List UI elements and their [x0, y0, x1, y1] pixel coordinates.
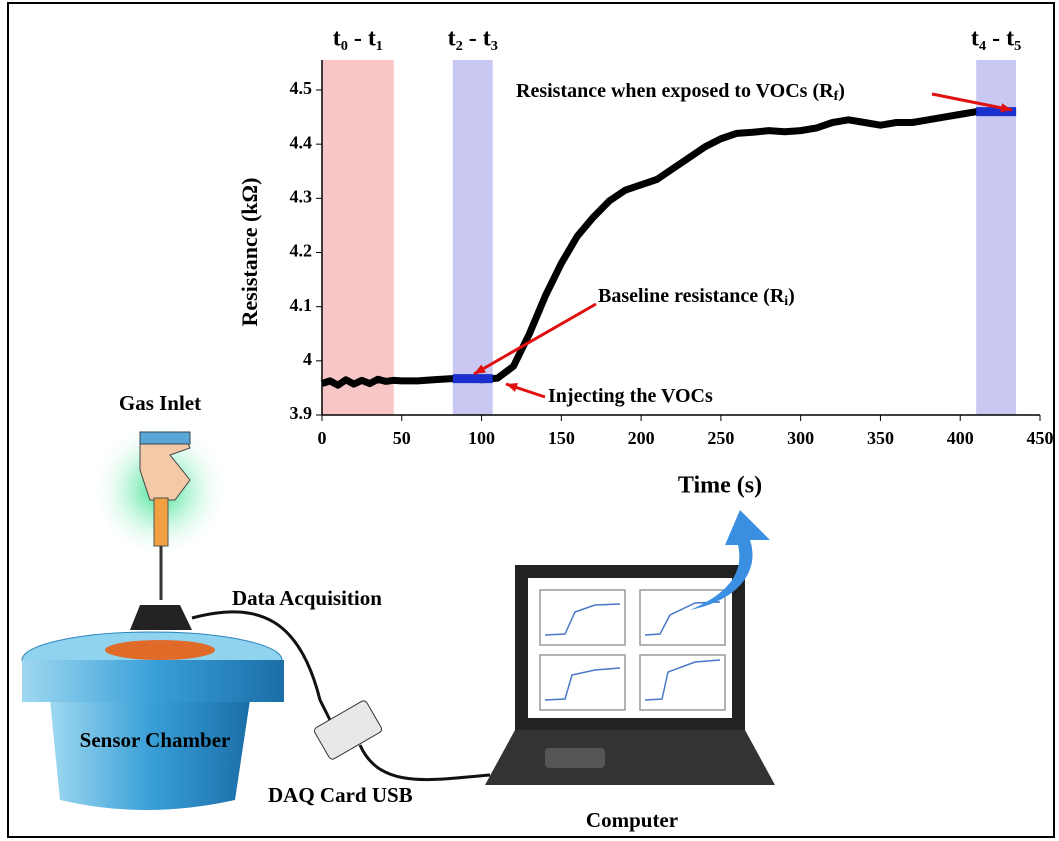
x-tick-label: 450: [1027, 428, 1054, 448]
y-tick-label: 4.3: [290, 186, 313, 206]
band-label: t₀ - t₁: [333, 26, 383, 52]
annotation-text: Injecting the VOCs: [548, 385, 713, 407]
y-tick-label: 3.9: [290, 403, 313, 423]
touchpad: [545, 748, 605, 768]
label: DAQ Card USB: [268, 783, 413, 807]
y-tick-label: 4: [303, 349, 312, 369]
label: Gas Inlet: [119, 391, 201, 415]
annotation-text: Baseline resistance (R: [598, 285, 785, 307]
label: Sensor Chamber: [80, 728, 231, 752]
time-band: [453, 60, 493, 415]
y-tick-label: 4.2: [290, 241, 313, 261]
annotation-tail: ): [838, 80, 845, 102]
laptop-base: [485, 730, 775, 785]
laptop-display: [528, 578, 732, 718]
x-tick-label: 300: [787, 428, 814, 448]
time-band: [322, 60, 394, 415]
y-tick-label: 4.5: [290, 78, 313, 98]
band-label: t₄ - t₅: [971, 26, 1021, 52]
label: Data Acquisition: [232, 586, 382, 610]
x-axis-label: Time (s): [678, 473, 762, 499]
x-tick-label: 50: [393, 428, 411, 448]
chamber-body: [50, 700, 250, 810]
x-tick-label: 150: [548, 428, 575, 448]
syringe: [154, 498, 168, 546]
figure: Gas Inlet Data Acquisition Sensor Chambe…: [0, 0, 1059, 841]
annotation: Injecting the VOCs: [548, 385, 713, 407]
x-tick-label: 100: [468, 428, 495, 448]
annotation-tail: ): [788, 285, 795, 307]
x-tick-label: 400: [947, 428, 974, 448]
y-tick-label: 4.4: [290, 132, 313, 152]
x-tick-label: 200: [628, 428, 655, 448]
y-tick-label: 4.1: [290, 295, 313, 315]
band-label: t₂ - t₃: [448, 26, 498, 52]
sensor-plate: [105, 640, 215, 660]
label: Computer: [586, 808, 678, 832]
x-tick-label: 250: [707, 428, 734, 448]
annotation: Baseline resistance (Ri): [598, 285, 795, 310]
x-tick-label: 0: [318, 428, 327, 448]
cuff: [140, 432, 190, 444]
annotation-text: Resistance when exposed to VOCs (R: [516, 80, 834, 102]
chamber-rim: [22, 660, 284, 702]
y-axis-label: Resistance (kΩ): [237, 178, 262, 327]
x-tick-label: 350: [867, 428, 894, 448]
annotation: Resistance when exposed to VOCs (Rf): [516, 80, 845, 105]
